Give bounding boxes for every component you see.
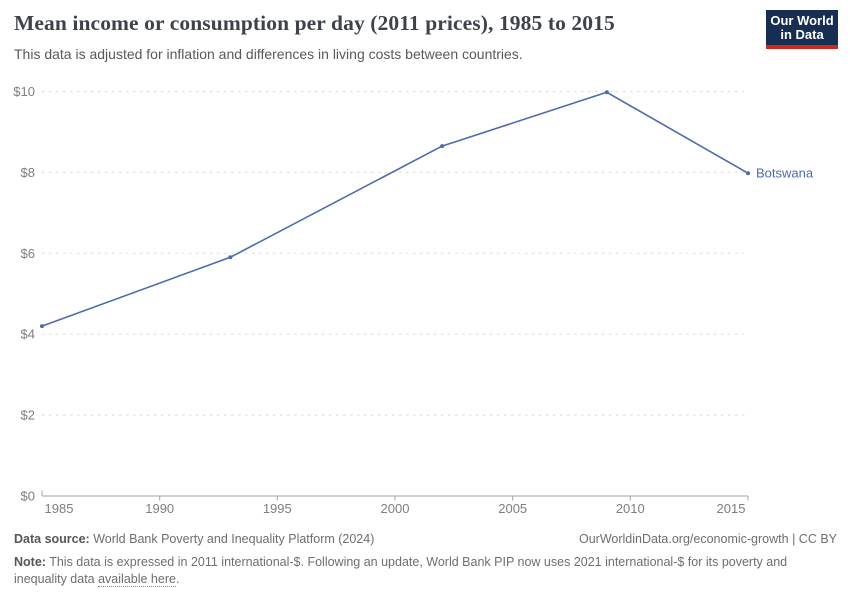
note-period: . [175, 571, 180, 586]
x-axis-tick-label: 1995 [263, 501, 292, 516]
y-axis-tick-label: $6 [21, 246, 35, 261]
y-axis-tick-label: $10 [13, 84, 35, 99]
y-axis-tick-label: $8 [21, 165, 35, 180]
data-source-value: World Bank Poverty and Inequality Platfo… [93, 532, 375, 546]
x-axis-tick-label: 2010 [616, 501, 645, 516]
owid-url-link[interactable]: OurWorldinData.org/economic-growth [579, 532, 789, 546]
data-point-marker [40, 324, 44, 329]
note-text: This data is expressed in 2011 internati… [14, 555, 788, 586]
x-axis-tick-label: 1990 [145, 501, 174, 516]
data-point-marker [440, 144, 445, 149]
x-axis-tick-label: 1985 [45, 501, 74, 516]
data-point-marker [604, 90, 609, 95]
x-axis-tick-label: 2000 [381, 501, 410, 516]
note-block: Note: This data is expressed in 2011 int… [14, 554, 828, 587]
license-label: CC BY [798, 532, 837, 546]
owid-logo-line2: in Data [780, 27, 824, 42]
chart-canvas: $0 $2 $4 $6 $8 $10 1985 1990 1995 2000 2005 2010 201… [13, 84, 814, 516]
chart-subtitle: This data is adjusted for inflation and … [14, 46, 523, 62]
y-axis-tick-label: $2 [21, 408, 35, 423]
note-label: Note: [14, 555, 46, 569]
series-end-label-botswana: Botswana [756, 166, 814, 181]
y-axis-tick-label: $0 [21, 489, 35, 504]
attribution-line: OurWorldinData.org/economic-growth | CC … [579, 532, 837, 547]
x-axis-tick-label: 2015 [717, 501, 746, 516]
data-point-marker [746, 171, 750, 176]
owid-logo[interactable]: Our World in Data [766, 10, 838, 49]
series-line-botswana [41, 91, 749, 327]
y-axis-tick-label: $4 [21, 327, 35, 342]
attribution-divider: | [792, 532, 796, 546]
data-source-line: Data source: World Bank Poverty and Ineq… [14, 532, 374, 547]
footer-row: Data source: World Bank Poverty and Ineq… [14, 532, 837, 547]
data-source-label: Data source: [14, 532, 90, 546]
x-axis-tick-label: 2005 [498, 501, 527, 516]
page-title: Mean income or consumption per day (2011… [14, 11, 615, 35]
data-point-marker [228, 255, 233, 260]
owid-logo-line1: Our World [770, 13, 834, 28]
note-available-here-link[interactable]: available here [98, 571, 176, 587]
